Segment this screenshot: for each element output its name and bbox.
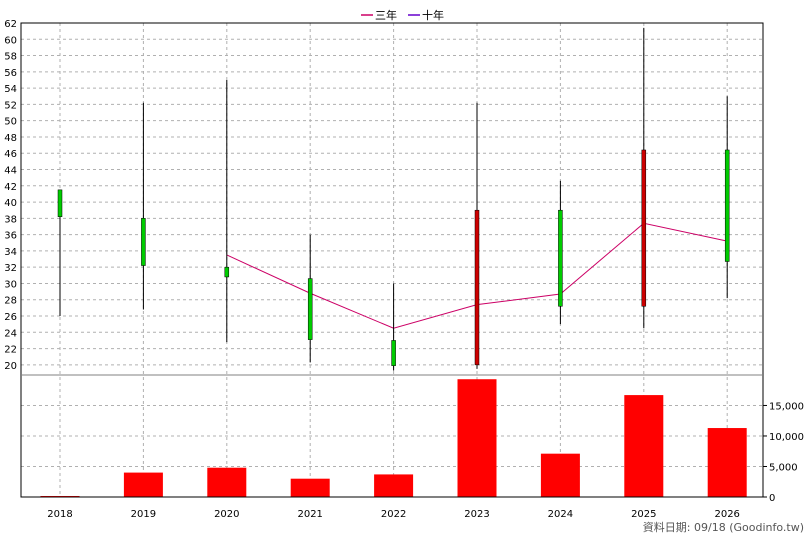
year-tick-label: 2021	[297, 509, 322, 520]
price-tick-label: 38	[4, 214, 17, 225]
year-axis-ticks: 2018 2019 2020 2021 2022 2023 2024 2025 2026	[47, 509, 740, 520]
volume-tick-label: 0	[769, 493, 775, 504]
year-tick-label: 2020	[214, 509, 239, 520]
price-tick-label: 30	[4, 279, 17, 290]
candle-body	[224, 266, 230, 278]
candle-body	[474, 209, 480, 366]
candle-body	[391, 340, 396, 366]
price-tick-label: 20	[4, 361, 17, 372]
legend-label: 三年	[375, 8, 397, 22]
price-tick-label: 56	[4, 68, 17, 79]
volume-tick-label: 15,000	[769, 401, 804, 412]
data-date-footer: 資料日期: 09/18 (Goodinfo.tw)	[643, 520, 804, 534]
candlesticks	[57, 27, 730, 371]
price-tick-label: 46	[4, 149, 17, 160]
price-tick-label: 32	[4, 263, 17, 274]
volume-tick-label: 5,000	[769, 462, 798, 473]
price-tick-label: 58	[4, 52, 17, 63]
year-tick-label: 2026	[714, 509, 739, 520]
candle-body	[57, 189, 63, 217]
volume-bar	[624, 395, 664, 497]
price-tick-label: 60	[4, 35, 17, 46]
price-tick-label: 48	[4, 133, 17, 144]
volume-bar	[540, 453, 580, 497]
plot-border	[20, 22, 764, 498]
candle-body	[141, 218, 146, 266]
volume-bar	[123, 472, 163, 497]
volume-axis-ticks: 0 5,000 10,000 15,000	[763, 401, 804, 504]
volume-bar	[290, 478, 330, 497]
year-tick-label: 2019	[131, 509, 156, 520]
year-tick-label: 2018	[47, 509, 72, 520]
price-tick-label: 50	[4, 117, 17, 128]
price-tick-label: 54	[4, 84, 17, 95]
legend-label: 十年	[422, 8, 444, 22]
candle-body	[558, 209, 563, 307]
price-tick-label: 44	[4, 166, 17, 177]
candle-body	[307, 278, 313, 340]
volume-bar	[207, 467, 247, 497]
volume-bar	[707, 428, 747, 497]
volume-bar	[374, 474, 414, 497]
price-axis-ticks: 20 22 24 26 28 30 32 34 36 38 40 42 44 46 48 50 52 54 56 58…	[4, 19, 17, 372]
legend: 三年 十年	[361, 8, 444, 22]
price-tick-label: 42	[4, 182, 17, 193]
year-tick-label: 2022	[381, 509, 406, 520]
year-tick-label: 2024	[548, 509, 573, 520]
price-tick-label: 26	[4, 312, 17, 323]
price-tick-label: 62	[4, 19, 17, 30]
volume-bars	[40, 379, 747, 497]
candle-body	[641, 149, 647, 307]
price-tick-label: 34	[4, 247, 17, 258]
price-tick-label: 52	[4, 100, 17, 111]
price-tick-label: 40	[4, 198, 17, 209]
candle-body	[724, 149, 730, 262]
price-tick-label: 22	[4, 345, 17, 356]
year-tick-label: 2023	[464, 509, 489, 520]
volume-tick-label: 10,000	[769, 432, 804, 443]
plot-frame	[20, 22, 764, 498]
price-tick-label: 28	[4, 296, 17, 307]
price-tick-label: 24	[4, 328, 17, 339]
year-tick-label: 2025	[631, 509, 656, 520]
price-tick-label: 36	[4, 231, 17, 242]
volume-bar	[457, 379, 497, 497]
